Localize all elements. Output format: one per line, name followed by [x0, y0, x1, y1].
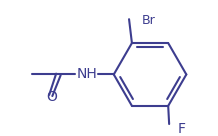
Text: Br: Br [141, 14, 155, 27]
Text: F: F [177, 122, 186, 136]
Text: NH: NH [77, 67, 97, 81]
Text: O: O [46, 90, 57, 104]
